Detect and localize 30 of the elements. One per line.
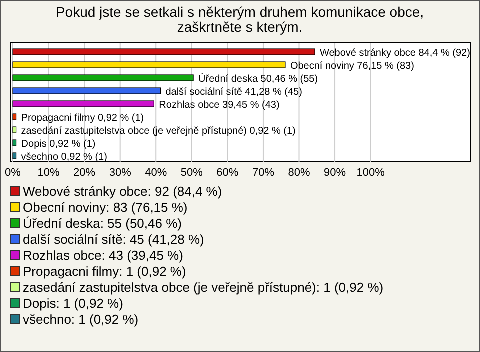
category-label: Webové stránky obce 84,4 % (92) [320, 48, 470, 59]
category-label: všechno 0,92 % (1) [21, 152, 108, 163]
text: Úřední deska: 55 (50,46 %) [23, 216, 182, 231]
text: Rozhlas obce: 43 (39,45 %) [23, 248, 184, 263]
category-label: Dopis 0,92 % (1) [21, 139, 96, 150]
x-tick-label: 20% [74, 167, 96, 179]
text: další sociální sítě: 45 (41,28 %) [23, 232, 204, 247]
x-tick-label: 70% [252, 167, 275, 179]
x-tick-label: 100% [356, 167, 386, 179]
x-tick-label: 0% [5, 167, 22, 179]
x-tick-label: 90% [324, 167, 346, 179]
text: zasedání zastupitelstva obce (je veřejně přístupné): 1 (0,92 %) [23, 280, 384, 295]
text: Propagacni filmy: 1 (0,92 %) [23, 264, 186, 279]
category-label: Propagacni filmy 0,92 % (1) [21, 113, 144, 124]
x-tick-label: 30% [109, 167, 132, 179]
category-label: Rozhlas obce 39,45 % (43) [159, 100, 280, 111]
x-tick-label: 50% [180, 167, 204, 179]
text: Dopis: 1 (0,92 %) [23, 296, 124, 311]
text: Webové stránky obce: 92 (84,4 %) [23, 184, 222, 199]
category-label: další sociální sítě 41,28 % (45) [166, 87, 302, 98]
x-tick-label: 10% [38, 167, 60, 179]
category-label: zasedání zastupitelstva obce (je veřejně přístupné) 0,92 % (1) [21, 126, 296, 137]
x-tick-label: 60% [216, 167, 239, 179]
category-label: Obecní noviny 76,15 % (83) [290, 61, 414, 72]
chart-title: Pokud jste se setkali s některým druhem komunikace obce, zaškrtněte s kterým. [56, 4, 424, 35]
x-tick-label: 40% [145, 167, 168, 179]
text: Obecní noviny: 83 (76,15 %) [23, 200, 188, 215]
x-tick-label: 80% [288, 167, 310, 179]
category-label: Úřední deska 50,46 % (55) [198, 74, 318, 85]
text: všechno: 1 (0,92 %) [23, 312, 139, 327]
